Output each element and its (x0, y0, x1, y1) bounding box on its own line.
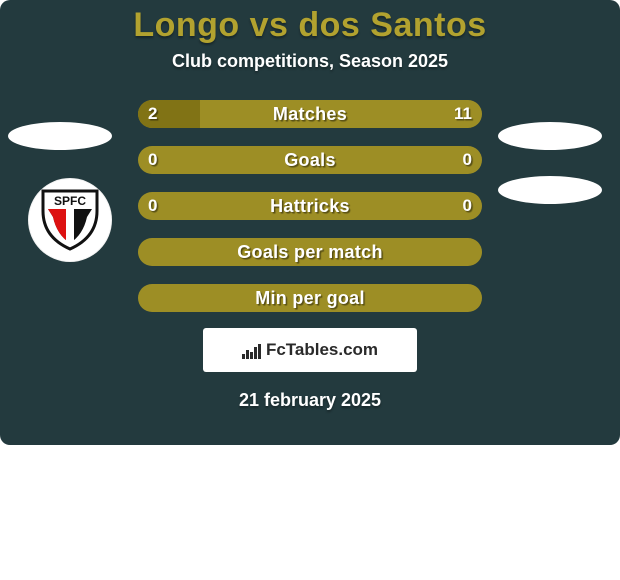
stat-bar: Min per goal (138, 284, 482, 312)
stat-bars: Matches211Goals00Hattricks00Goals per ma… (138, 100, 482, 312)
stats-card: Longo vs dos Santos Club competitions, S… (0, 0, 620, 445)
stat-bar: Matches2 11 (138, 100, 482, 128)
stat-bar-value-left: 0 (148, 146, 157, 174)
stat-bar-value-right: 11 (454, 100, 472, 128)
stat-bar-value-right: 0 (463, 146, 472, 174)
stat-bar-label: Goals (138, 146, 482, 174)
stat-bar-value-left: 2 (148, 100, 157, 128)
stat-bar-value-left: 0 (148, 192, 157, 220)
stat-bar: Hattricks0 0 (138, 192, 482, 220)
bars-icon (242, 341, 260, 359)
badge-text: SPFC (54, 194, 86, 208)
spfc-logo-icon: SPFC (39, 187, 101, 253)
stat-bar-label: Hattricks (138, 192, 482, 220)
stat-bar: Goals per match (138, 238, 482, 266)
branding-text: FcTables.com (266, 340, 378, 360)
club-badge: SPFC (28, 178, 112, 262)
stat-bar-label: Matches (138, 100, 482, 128)
player-right-placeholder-1 (498, 122, 602, 150)
branding[interactable]: FcTables.com (203, 328, 417, 372)
stat-bar-label: Goals per match (138, 238, 482, 266)
date: 21 february 2025 (0, 390, 620, 411)
page-title: Longo vs dos Santos (0, 0, 620, 45)
stat-bar: Goals0 0 (138, 146, 482, 174)
player-left-placeholder (8, 122, 112, 150)
stat-bar-label: Min per goal (138, 284, 482, 312)
stat-bar-value-right: 0 (463, 192, 472, 220)
player-right-placeholder-2 (498, 176, 602, 204)
club-badge-circle: SPFC (28, 178, 112, 262)
subtitle: Club competitions, Season 2025 (0, 51, 620, 72)
